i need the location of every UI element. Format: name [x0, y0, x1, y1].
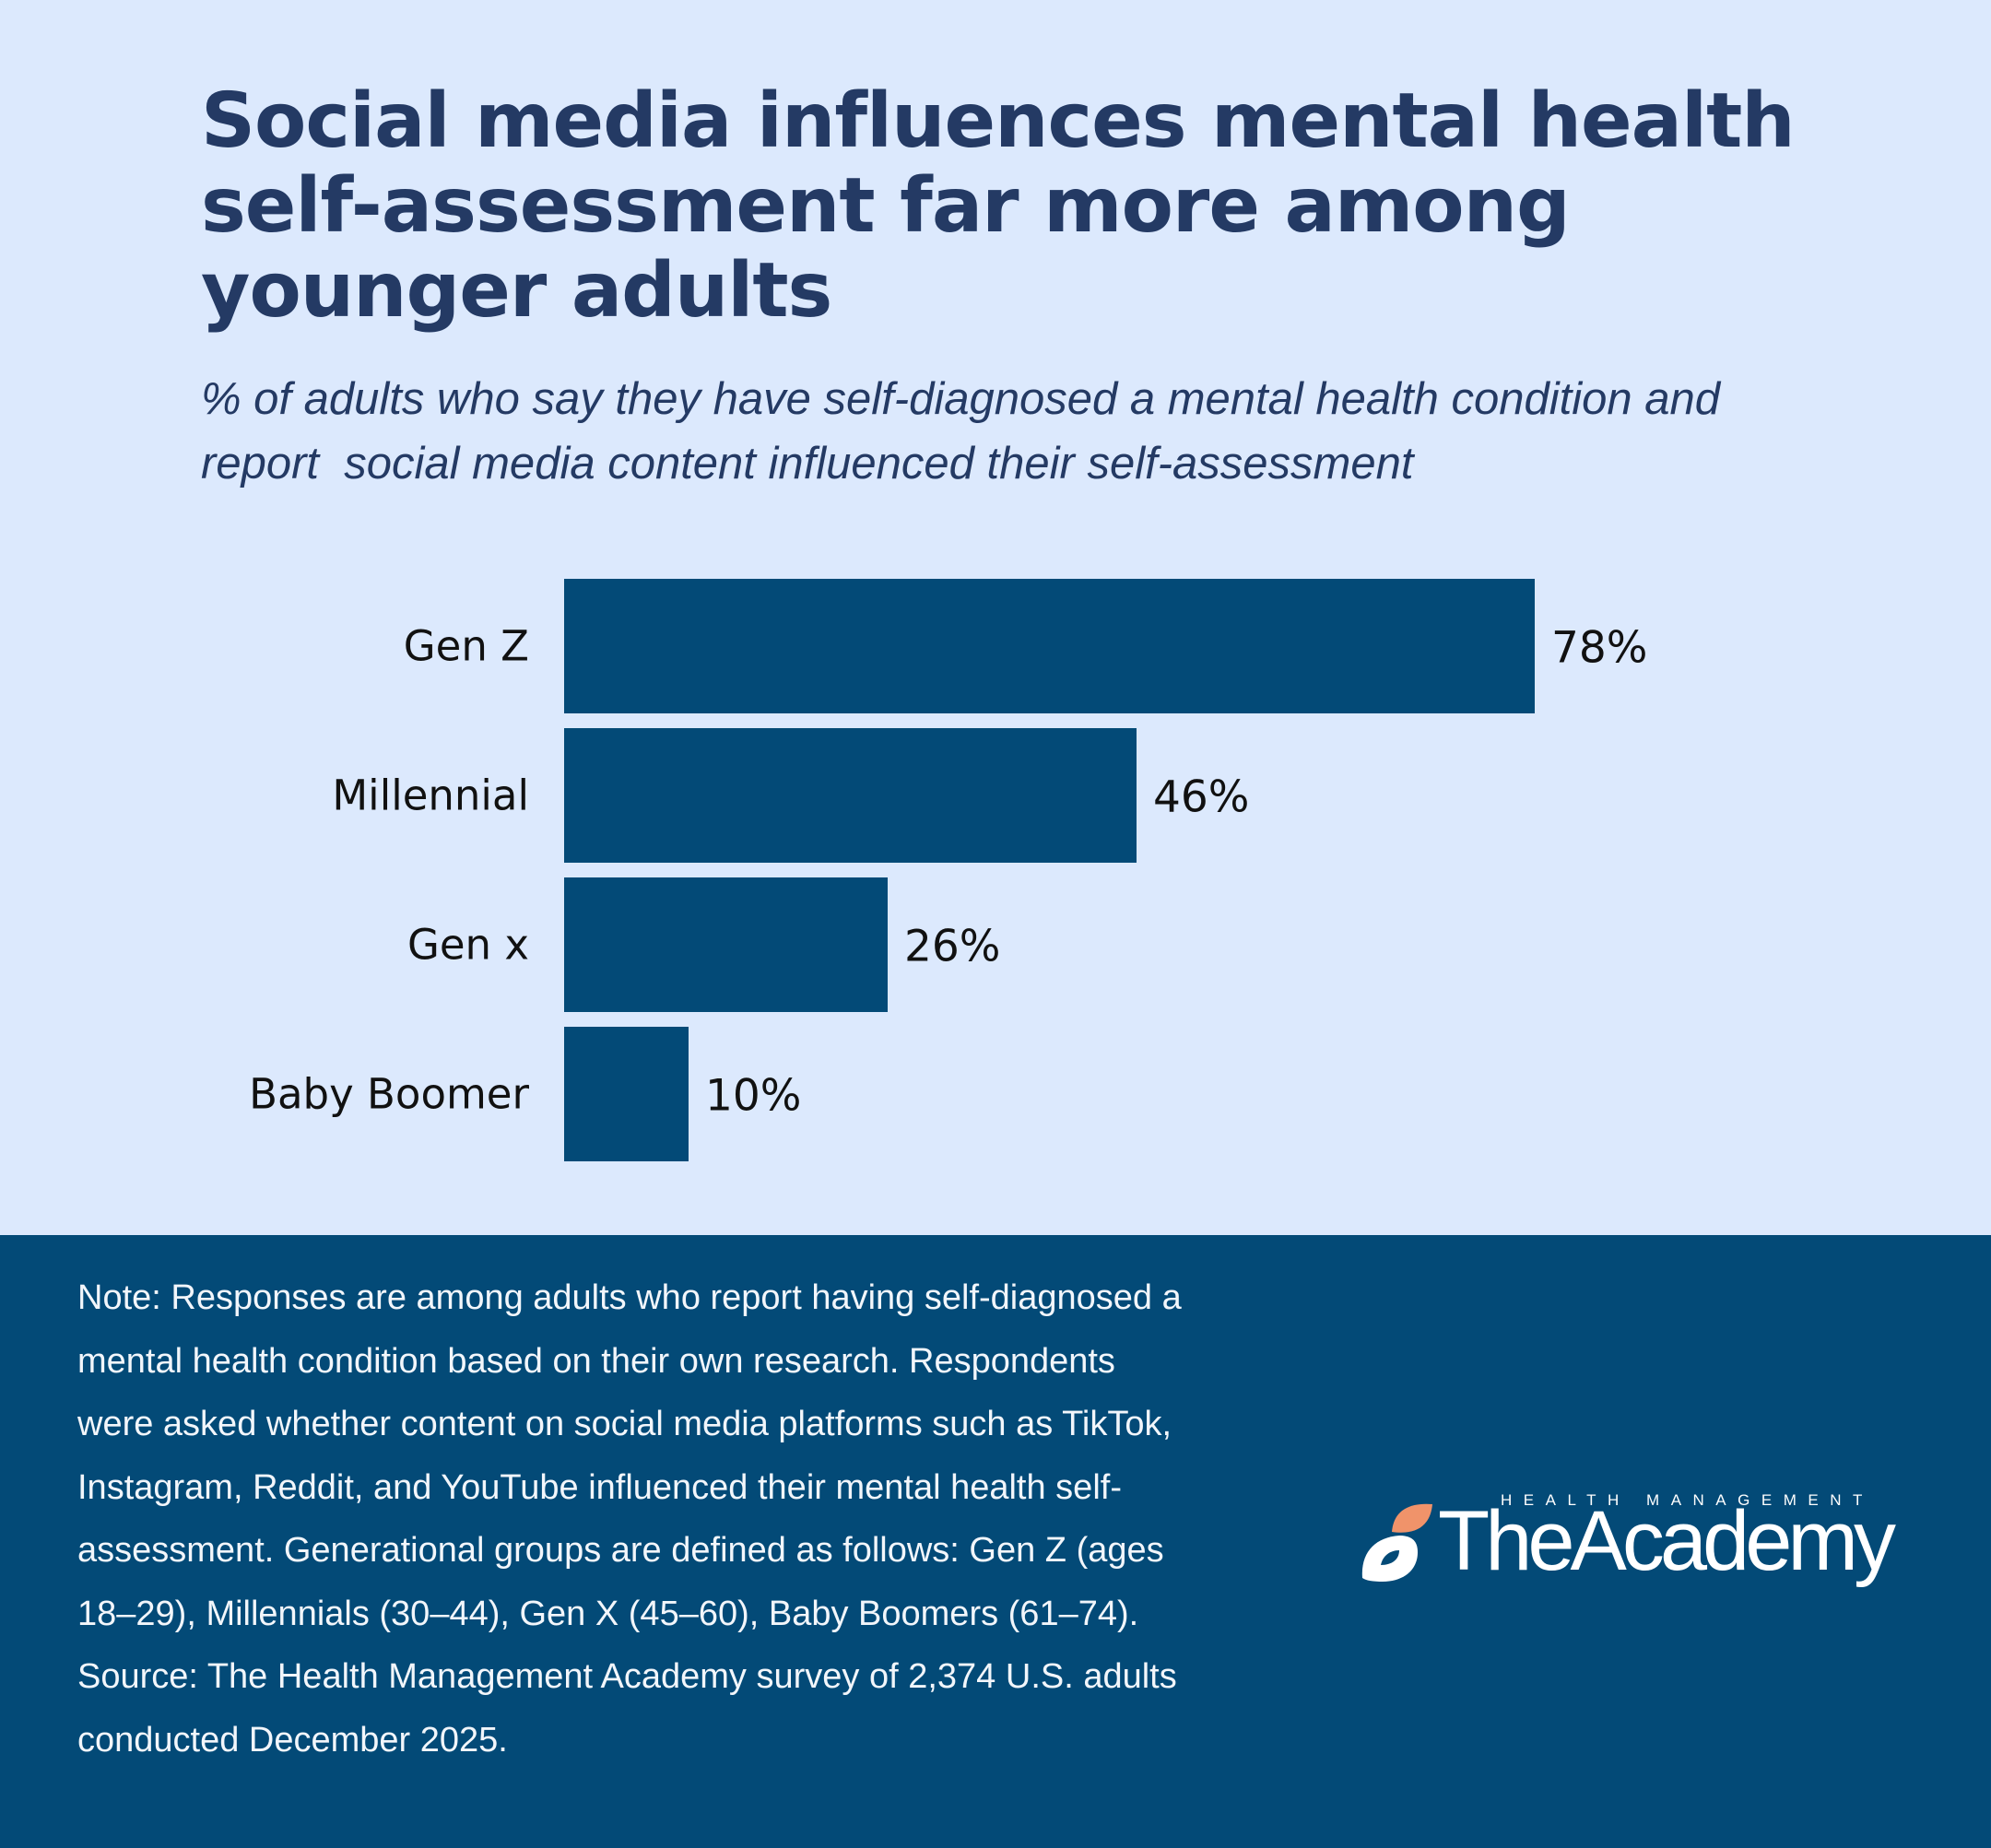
value-label-baby-boomer: 10% [705, 1071, 801, 1122]
category-label-baby-boomer: Baby Boomer [249, 1070, 529, 1119]
academy-logo: HEALTH MANAGEMENT TheAcademy [1357, 1491, 1910, 1593]
leaf-logo-icon [1361, 1503, 1432, 1582]
category-label-gen-x: Gen x [407, 921, 529, 970]
category-label-gen-z: Gen Z [404, 622, 529, 671]
source-text: Source: The Health Management Academy su… [77, 1657, 1177, 1760]
bar-chart: Gen Z 78% Millennial 46% Gen x 26% Baby Boomer… [249, 579, 1647, 1161]
bar-gen-x [564, 877, 888, 1012]
logo-tagline: HEALTH MANAGEMENT [1501, 1491, 1874, 1509]
value-label-gen-z: 78% [1551, 623, 1647, 674]
category-label-millennial: Millennial [332, 771, 529, 820]
chart-title: Social media influences mental health se… [201, 77, 1796, 335]
bar-gen-z [564, 579, 1535, 713]
bar-baby-boomer [564, 1027, 689, 1161]
footnote: Note: Responses are among adults who rep… [77, 1266, 1184, 1771]
footer-panel: Note: Responses are among adults who rep… [0, 1235, 1991, 1848]
bar-millennial [564, 728, 1137, 863]
chart-subtitle: % of adults who say they have self-diagn… [201, 374, 1733, 488]
logo-name: TheAcademy [1438, 1494, 1896, 1588]
value-label-gen-x: 26% [904, 922, 1000, 972]
note-text: Note: Responses are among adults who rep… [77, 1278, 1182, 1633]
value-label-millennial: 46% [1153, 772, 1249, 823]
